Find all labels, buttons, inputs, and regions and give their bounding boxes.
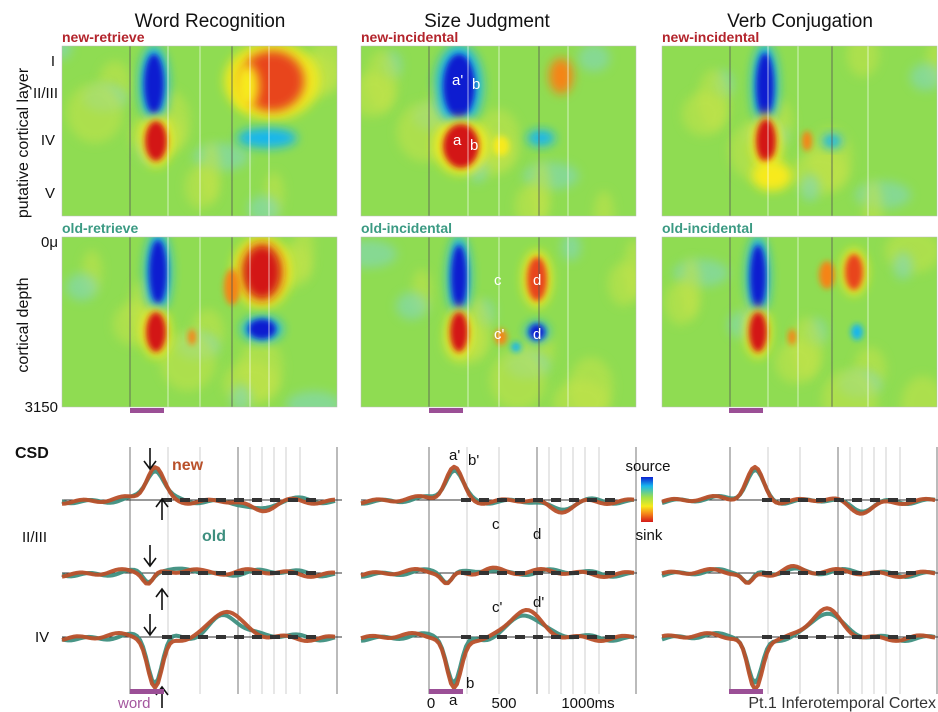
trace-annot-d-prime: d': [533, 594, 544, 611]
trace-annot-b-prime: b': [468, 452, 479, 469]
trace-annot-d: d: [533, 526, 541, 543]
annot-a: a: [453, 132, 462, 149]
column-title-word-recognition: Word Recognition: [135, 11, 286, 32]
layer-label-v: V: [45, 185, 55, 202]
time-tick-500: 500: [491, 695, 516, 712]
label-old-incidental-size: old-incidental: [361, 220, 452, 236]
annot-b-top: b: [472, 76, 480, 93]
stim-bar-traces-sj: [429, 689, 463, 694]
stim-bar-traces-wr: [130, 689, 164, 694]
arrow-down-icon: [143, 448, 157, 471]
csd-row-label-iv: IV: [35, 629, 49, 646]
word-label: word: [117, 695, 151, 712]
heatmap-panel: [61, 45, 338, 217]
stim-bar: [729, 408, 763, 413]
y-title-cortical-depth: cortical depth: [15, 277, 32, 372]
caption: Pt.1 Inferotemporal Cortex: [748, 695, 936, 712]
trace-annot-c: c: [492, 516, 500, 533]
heatmap-panel: [360, 236, 637, 413]
csd-heatmaps: [61, 45, 938, 413]
csd-title: CSD: [15, 445, 49, 462]
legend-old: old: [202, 528, 226, 545]
heatmap-panel: [661, 45, 938, 217]
column-title-verb-conjugation: Verb Conjugation: [727, 11, 873, 32]
layer-label-i: I: [51, 53, 55, 70]
arrow-down-icon: [143, 545, 157, 568]
arrows: [143, 448, 169, 708]
colorbar-sink-label: sink: [636, 527, 663, 544]
stim-bar: [429, 408, 463, 413]
label-new-incidental-verb: new-incidental: [662, 29, 759, 45]
label-new-retrieve: new-retrieve: [62, 29, 145, 45]
y-title-cortical-layer: putative cortical layer: [15, 67, 32, 218]
legend-new: new: [172, 457, 204, 474]
trace-annot-c-prime: c': [492, 599, 503, 616]
annot-b-lower: b: [470, 137, 478, 154]
colorbar-source-label: source: [625, 458, 670, 475]
label-new-incidental-size: new-incidental: [361, 29, 458, 45]
heatmap-annotations: a' b a b c d c' d: [452, 72, 541, 343]
stim-bar: [130, 408, 164, 413]
heatmap-panel: [61, 236, 338, 413]
depth-label-top: 0μ: [41, 234, 58, 251]
annot-d-lower: d: [533, 326, 541, 343]
trace-annotations: a' b' c d c' d' b a: [449, 447, 544, 709]
layer-label-ii-iii: II/III: [33, 85, 58, 102]
colorbar: [641, 477, 653, 522]
annot-d: d: [533, 272, 541, 289]
layer-label-iv: IV: [41, 132, 55, 149]
label-old-retrieve: old-retrieve: [62, 220, 138, 236]
arrow-up-icon: [155, 497, 169, 520]
label-old-incidental-verb: old-incidental: [662, 220, 753, 236]
depth-label-bottom: 3150: [25, 399, 58, 416]
csd-traces: [61, 447, 938, 694]
trace-annot-a-prime: a': [449, 447, 460, 464]
heatmap-panel: [360, 45, 637, 217]
arrow-up-icon: [155, 587, 169, 610]
csd-row-label-ii-iii: II/III: [22, 529, 47, 546]
annot-a-prime: a': [452, 72, 463, 89]
trace-annot-a: a: [449, 692, 458, 709]
annot-c: c: [494, 272, 502, 289]
heatmap-panel: [661, 236, 938, 413]
trace-annot-b: b: [466, 675, 474, 692]
annot-c-prime: c': [494, 326, 505, 343]
arrow-down-icon: [143, 614, 157, 637]
column-title-size-judgment: Size Judgment: [424, 11, 550, 32]
time-tick-1000: 1000ms: [561, 695, 614, 712]
time-tick-0: 0: [427, 695, 435, 712]
stim-bar-traces-vc: [729, 689, 763, 694]
